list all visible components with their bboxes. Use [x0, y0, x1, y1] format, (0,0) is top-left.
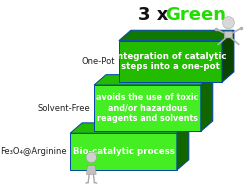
Circle shape: [222, 17, 234, 29]
Polygon shape: [70, 123, 189, 133]
Text: Green: Green: [165, 6, 226, 24]
Text: Solvent-Free: Solvent-Free: [38, 104, 90, 113]
Polygon shape: [86, 166, 96, 174]
Polygon shape: [222, 30, 234, 82]
Polygon shape: [177, 123, 189, 170]
Polygon shape: [224, 32, 233, 38]
Polygon shape: [201, 75, 213, 131]
Text: avoids the use of toxic
and/or hazardous
reagents and solvents: avoids the use of toxic and/or hazardous…: [96, 93, 199, 123]
Text: 3 x: 3 x: [138, 6, 175, 24]
Polygon shape: [119, 41, 222, 82]
Text: integration of catalytic
steps into a one-pot: integration of catalytic steps into a on…: [114, 52, 227, 71]
Polygon shape: [94, 75, 213, 85]
Polygon shape: [119, 30, 234, 41]
Text: Fe₃O₄@Arginine: Fe₃O₄@Arginine: [0, 147, 66, 156]
Polygon shape: [70, 133, 177, 170]
Polygon shape: [94, 85, 201, 131]
Text: One-Pot: One-Pot: [82, 57, 115, 66]
Circle shape: [86, 152, 97, 163]
Text: Bio-catalytic process: Bio-catalytic process: [73, 147, 174, 156]
